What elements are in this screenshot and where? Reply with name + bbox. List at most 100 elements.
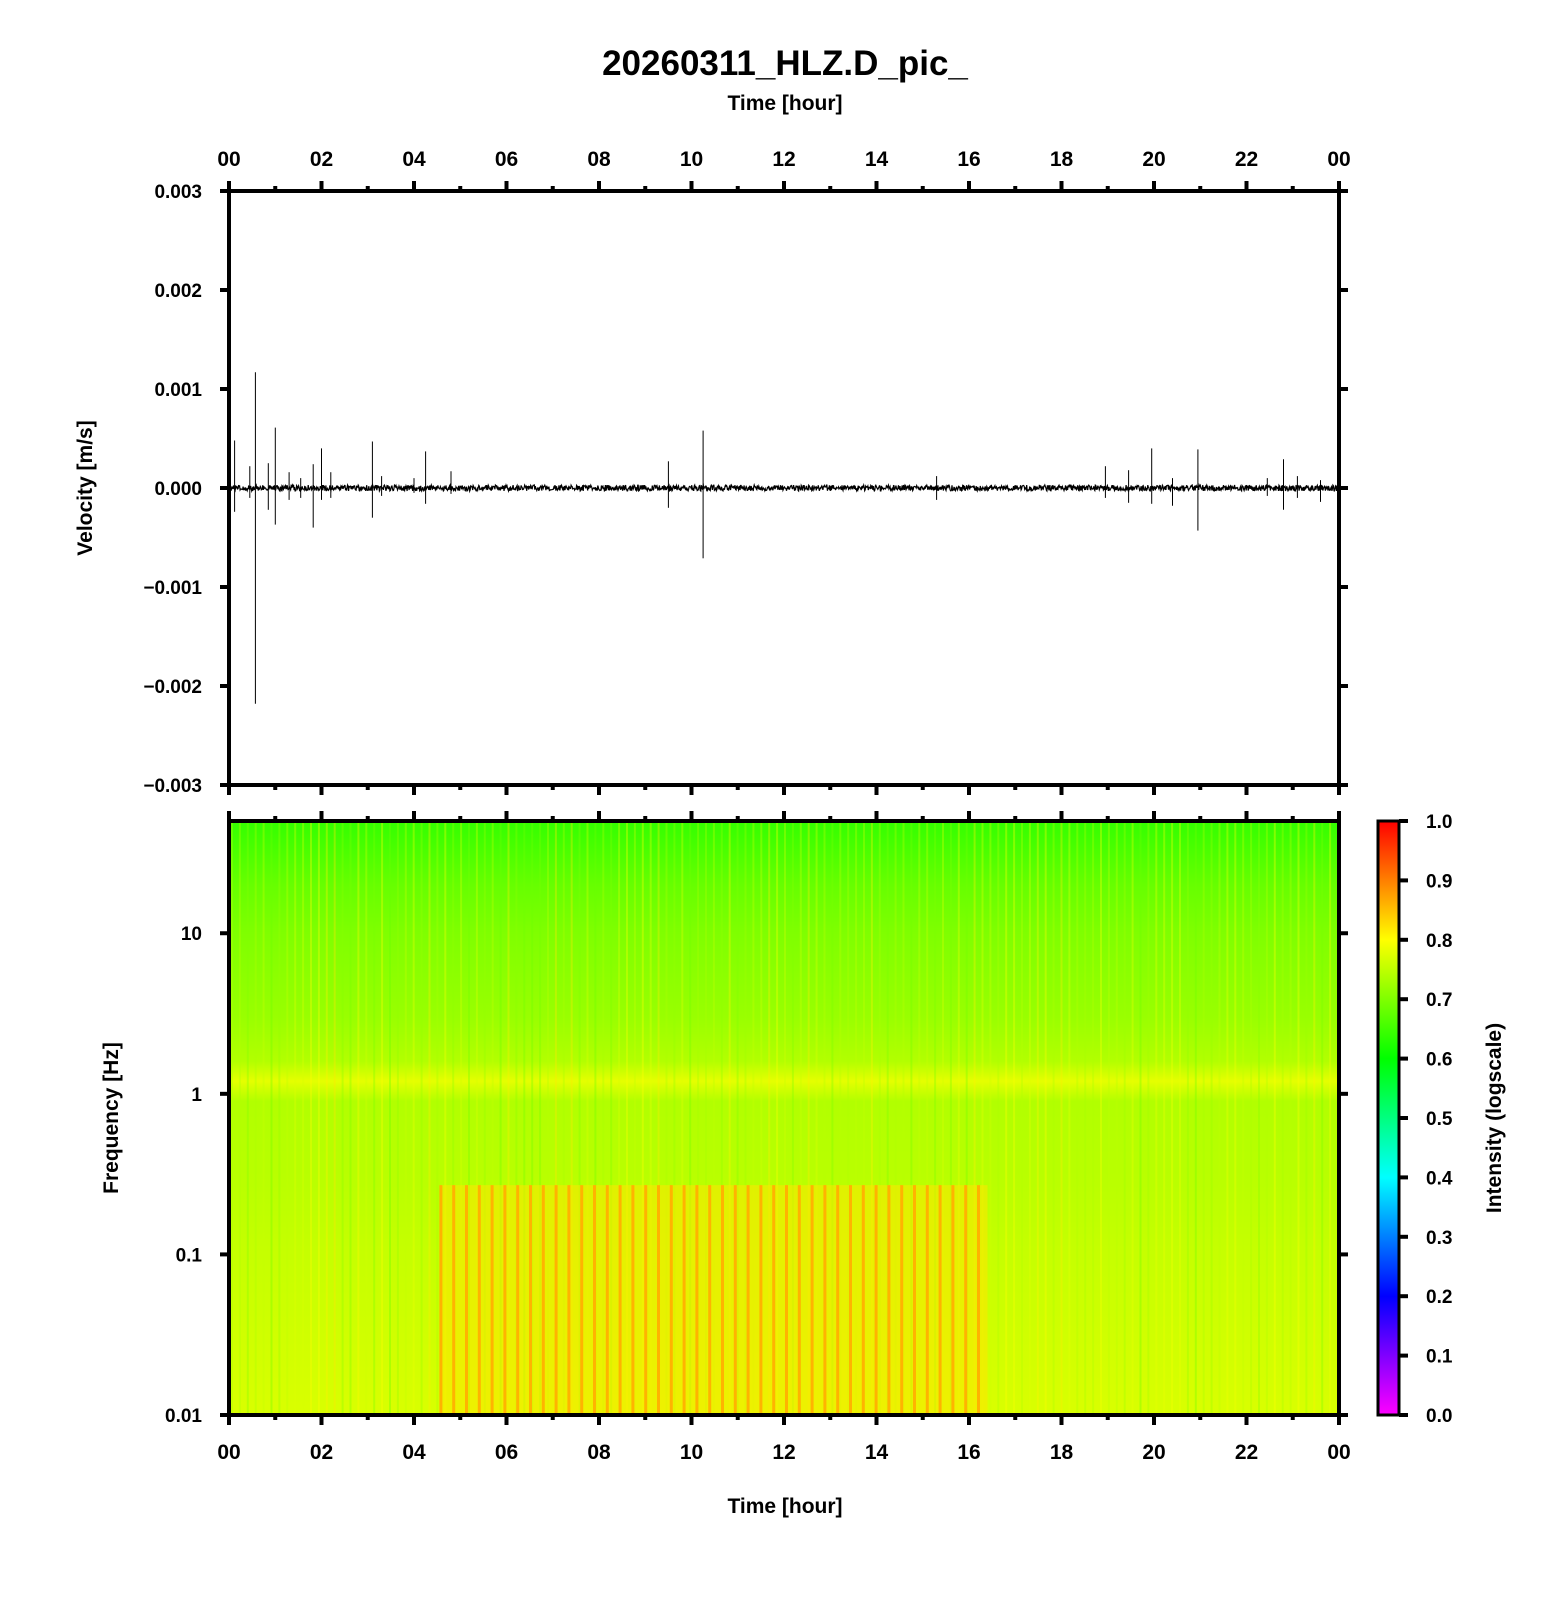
spectrogram-stripe: [681, 821, 684, 1415]
top-x-tick-label: 00: [217, 148, 240, 171]
bottom-time-axis-label: Time [hour]: [727, 1495, 842, 1518]
spectrogram-stripe: [562, 821, 565, 1415]
spectrogram-stripe: [641, 821, 644, 1415]
spectrogram-stripe: [231, 821, 233, 1415]
spectrogram-band-stripe: [516, 1185, 520, 1415]
spectrogram-band-stripe: [810, 1185, 814, 1415]
spectrogram-stripe: [934, 821, 937, 1415]
spectrogram-stripe: [594, 821, 597, 1415]
spectrogram-band-stripe: [913, 1185, 916, 1415]
spectrogram-stripe: [1226, 821, 1229, 1415]
bottom-x-tick-label: 10: [680, 1441, 703, 1464]
spectrogram-stripe: [815, 821, 818, 1415]
colorbar-tick-label: 0.1: [1426, 1347, 1453, 1368]
spectrogram-stripe: [657, 821, 660, 1415]
spectrogram-band-stripe: [733, 1185, 737, 1415]
spectrogram-stripe: [926, 821, 929, 1415]
waveform-y-tick-label: 0.003: [154, 182, 202, 203]
spectrogram-stripe: [1321, 821, 1324, 1415]
spectrogram-band-stripe: [951, 1185, 955, 1415]
spectrogram-stripe: [626, 821, 628, 1415]
spectrogram-stripe: [491, 821, 494, 1415]
spectrogram-stripe: [1202, 821, 1205, 1415]
spectrogram-band-stripe: [593, 1185, 596, 1415]
top-x-tick-label: 04: [402, 148, 426, 171]
spectrogram-stripe: [910, 821, 913, 1415]
spectrogram-band-stripe: [541, 1185, 545, 1415]
spectrogram-stripe: [1123, 821, 1126, 1415]
spectrogram-stripe: [665, 821, 668, 1415]
spectrogram-stripe: [768, 821, 771, 1415]
spectrogram-band-stripe: [823, 1185, 827, 1415]
spectrogram-stripe: [957, 821, 960, 1415]
spectrogram-stripe: [444, 821, 447, 1415]
spectrogram-y-tick-label: 1: [191, 1085, 202, 1106]
top-x-tick-label: 06: [495, 148, 518, 171]
spectrogram-stripe: [689, 821, 692, 1415]
spectrogram-stripe: [373, 821, 376, 1415]
spectrogram-y-ticks: 10 1 0.1 0.01: [165, 924, 1348, 1427]
spectrogram-stripe: [1265, 821, 1268, 1415]
spectrogram-band-stripe: [797, 1185, 801, 1415]
spectrogram-band-stripe: [477, 1185, 481, 1415]
colorbar-tick-label: 0.8: [1426, 931, 1452, 952]
spectrogram-stripe: [1139, 821, 1142, 1415]
bottom-x-tick-label: 12: [772, 1441, 795, 1464]
spectrogram-stripe: [728, 821, 731, 1415]
spectrogram-stripe: [1186, 821, 1189, 1415]
spectrogram-stripe: [294, 821, 297, 1415]
colorbar-tick-label: 0.4: [1426, 1168, 1453, 1189]
spectrogram-band-stripe: [567, 1185, 571, 1415]
waveform-y-tick-label: −0.001: [143, 578, 202, 599]
top-x-tick-label: 22: [1235, 148, 1258, 171]
colorbar-label: Intensity (logscale): [1483, 1023, 1506, 1213]
spectrogram-band-stripe: [631, 1185, 635, 1415]
spectrogram-stripe: [483, 821, 486, 1415]
spectrogram-band-stripe: [490, 1185, 494, 1415]
spectrogram-stripe: [1131, 821, 1134, 1415]
spectrogram-band-stripe: [925, 1185, 929, 1415]
spectrogram-stripe: [317, 821, 320, 1415]
spectrogram-stripe: [602, 821, 605, 1415]
colorbar-tick-label: 0.9: [1426, 871, 1452, 892]
spectrogram-stripe: [744, 821, 747, 1415]
spectrogram-stripe: [886, 821, 889, 1415]
bottom-x-tick-label: 00: [1327, 1441, 1350, 1464]
top-x-tick-label: 16: [957, 148, 980, 171]
colorbar-tick-label: 1.0: [1426, 812, 1452, 833]
spectrogram-stripe: [515, 821, 518, 1415]
spectrogram-stripe: [389, 821, 391, 1415]
spectrogram-stripe: [286, 821, 289, 1415]
spectrogram-stripe: [1005, 821, 1008, 1415]
spectrogram-y-tick-label: 0.01: [165, 1406, 202, 1427]
spectrogram-stripe: [720, 821, 723, 1415]
spectrogram-stripe: [1210, 821, 1213, 1415]
spectrogram-stripe: [902, 821, 905, 1415]
top-x-tick-label: 00: [1327, 148, 1350, 171]
spectrogram-stripe: [973, 821, 976, 1415]
spectrogram-band-stripe: [708, 1185, 712, 1415]
bottom-x-tick-label: 18: [1050, 1441, 1074, 1464]
waveform-y-tick-label: 0.000: [154, 479, 202, 500]
spectrogram-stripe: [1329, 821, 1332, 1415]
spectrogram-y-axis-label: Frequency [Hz]: [100, 1042, 123, 1194]
spectrogram-stripe: [1028, 821, 1031, 1415]
waveform-trace: [229, 372, 1339, 704]
spectrogram-stripe: [1273, 821, 1276, 1415]
spectrogram-stripe: [365, 821, 368, 1415]
spectrogram-stripe: [357, 821, 360, 1415]
spectrogram-stripe: [412, 821, 415, 1415]
spectrogram-stripe: [278, 821, 281, 1415]
bottom-x-tick-label: 14: [865, 1441, 889, 1464]
spectrogram-band-stripe: [759, 1185, 763, 1415]
spectrogram-stripe: [523, 821, 526, 1415]
spectrogram-band-stripe: [669, 1185, 673, 1415]
spectrogram-stripe: [1250, 821, 1253, 1415]
spectrogram-band-stripe: [785, 1185, 788, 1415]
spectrogram-stripe: [633, 821, 636, 1415]
spectrogram-stripe: [262, 821, 265, 1415]
spectrogram-band-stripe: [772, 1185, 776, 1415]
spectrogram-stripe: [325, 821, 328, 1415]
spectrogram-stripes: [231, 821, 1332, 1415]
